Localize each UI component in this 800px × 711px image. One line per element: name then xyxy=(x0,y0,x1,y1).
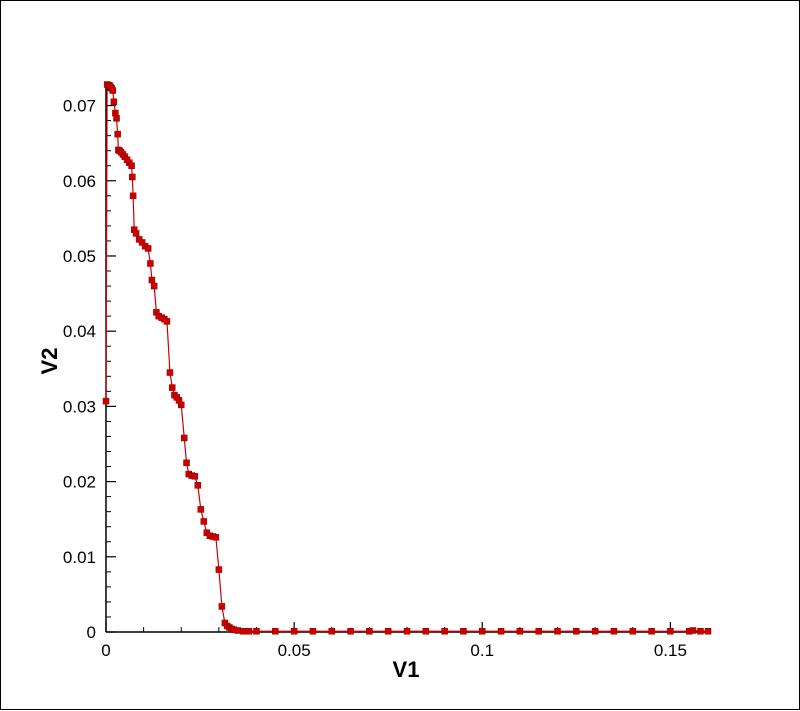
y-tick-label: 0.03 xyxy=(63,397,96,416)
data-point xyxy=(245,627,253,635)
data-point xyxy=(215,566,223,573)
data-point xyxy=(102,397,110,405)
data-point xyxy=(347,627,354,635)
ticks: 0 0.01 0.02 0.03 0.04 0.05 0.06 0.07 0 0.05 0.1 0.1… xyxy=(63,90,687,660)
data-point xyxy=(132,230,140,237)
x-axis-title: V1 xyxy=(393,657,420,682)
data-point xyxy=(166,369,174,376)
data-point xyxy=(129,192,137,200)
data-point xyxy=(181,434,188,442)
data-point xyxy=(240,627,247,635)
data-point xyxy=(573,627,580,635)
y-axis-title: V2 xyxy=(37,348,62,375)
data-point xyxy=(168,384,176,391)
data-point xyxy=(697,627,704,635)
data-point xyxy=(328,627,335,635)
y-tick-label: 0.06 xyxy=(63,172,96,191)
y-tick-label: 0.05 xyxy=(63,247,96,266)
data-point xyxy=(150,282,158,290)
x-tick-label: 0 xyxy=(101,641,110,660)
data-point xyxy=(667,627,674,635)
data-point xyxy=(218,603,226,610)
data-point xyxy=(197,506,205,513)
series-line xyxy=(105,82,708,632)
data-point xyxy=(163,318,171,325)
data-point xyxy=(272,627,279,635)
data-point xyxy=(403,627,411,635)
data-point xyxy=(629,627,636,635)
data-point xyxy=(384,627,392,635)
series-layer xyxy=(102,81,712,635)
data-point xyxy=(147,260,154,267)
data-point xyxy=(460,627,467,635)
data-point xyxy=(290,627,298,635)
y-tick-label: 0 xyxy=(87,623,96,642)
data-point xyxy=(128,162,135,169)
data-point xyxy=(535,627,542,635)
data-point xyxy=(253,627,260,635)
x-tick-label: 0.15 xyxy=(654,641,687,660)
data-point xyxy=(309,627,317,635)
axes xyxy=(105,83,708,633)
y-tick-label: 0.02 xyxy=(63,473,96,492)
data-point xyxy=(591,627,599,635)
data-point xyxy=(191,473,199,480)
data-point xyxy=(212,533,220,541)
data-point xyxy=(516,627,524,635)
data-point xyxy=(148,276,156,284)
x-tick-label: 0.1 xyxy=(470,641,494,660)
y-tick-label: 0.04 xyxy=(63,322,96,341)
data-point xyxy=(441,627,448,635)
y-tick-label: 0.07 xyxy=(63,97,96,116)
data-point xyxy=(109,87,117,94)
data-point xyxy=(178,401,185,409)
data-point xyxy=(110,98,118,106)
data-point xyxy=(366,627,373,635)
data-point xyxy=(479,627,486,635)
data-point xyxy=(234,627,241,634)
data-point xyxy=(689,627,697,634)
data-point xyxy=(422,627,430,635)
y-tick-label: 0.01 xyxy=(63,548,96,567)
data-point xyxy=(554,627,561,635)
data-point xyxy=(114,130,121,138)
data-point xyxy=(704,627,712,635)
data-point xyxy=(200,518,208,525)
data-point xyxy=(144,245,152,252)
data-point xyxy=(610,627,618,635)
data-point xyxy=(497,627,505,635)
data-point xyxy=(113,115,120,122)
data-point xyxy=(648,627,655,635)
data-point xyxy=(129,173,136,181)
data-point xyxy=(183,459,190,467)
data-point xyxy=(194,482,202,489)
x-tick-label: 0.05 xyxy=(278,641,311,660)
